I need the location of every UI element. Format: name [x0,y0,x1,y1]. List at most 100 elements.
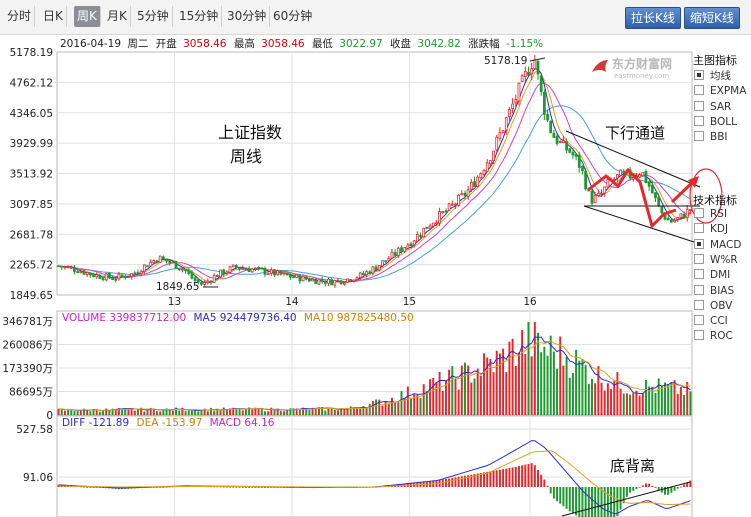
checkbox[interactable] [694,100,704,111]
checkbox[interactable] [694,131,704,142]
volume-bar [464,362,466,415]
macd-bar [552,487,555,499]
volume-bar [454,378,457,415]
info-date: 2016-04-19 [60,38,121,50]
tab-30min[interactable]: 30分钟 [224,6,271,27]
volume-bar [140,407,143,415]
checkbox[interactable] [694,238,704,249]
checkbox[interactable] [694,330,704,341]
candle-body [387,258,391,261]
macd-bar [537,469,539,487]
candle-body [571,152,575,156]
volume-bar [187,410,190,415]
tech-kdj[interactable]: KDJ [694,223,728,236]
candle-body [574,154,578,157]
checkbox[interactable] [694,253,704,264]
volume-bar [73,411,76,415]
tab-15min[interactable]: 15分钟 [176,6,223,27]
volume-bar [416,395,419,415]
macd-bar [610,487,613,517]
candle-body [616,174,619,179]
candle-body [231,264,235,268]
checkbox[interactable] [694,284,704,295]
candle-body [333,280,337,286]
volume-bar [203,408,206,415]
candle-body [384,260,387,263]
candle-body [254,267,257,270]
tab-monthly[interactable]: 月K [104,6,131,27]
candle-body [365,271,368,276]
candle-body [371,266,375,274]
candle-body [155,260,159,263]
tab-minute[interactable]: 分时 [4,6,36,27]
candle-body [685,208,689,219]
candle-body [393,252,397,256]
macd-bar [505,468,508,487]
macd-bar [483,472,486,487]
candle-body [657,196,661,206]
main-sar[interactable]: SAR [694,100,731,114]
volume-bar [168,408,171,415]
tech-roc[interactable]: ROC [694,330,733,343]
tech-cci[interactable]: CCI [694,315,728,328]
macd-bar [254,487,257,488]
macd-bar [549,487,552,494]
macd-bar [540,474,543,487]
price-tick-label: 2265.72 [10,260,53,272]
volume-bar [248,407,251,415]
candle-body [552,132,556,138]
tab-60min[interactable]: 60分钟 [273,9,313,23]
volume-bar [673,380,676,415]
candle-body [381,260,384,267]
macd-bar [454,477,457,487]
candle-body [196,279,200,283]
candle-body [295,274,299,278]
candle-body [444,210,448,213]
candle-body [523,71,527,77]
volume-bar [689,391,692,415]
tech-macd[interactable]: MACD [694,238,741,252]
checkbox[interactable] [694,223,704,234]
volume-bar [152,408,155,415]
tech-dmi[interactable]: DMI [694,269,730,282]
checkbox[interactable] [694,70,704,80]
checkbox[interactable] [694,115,704,126]
volume-tick-label: 86695万 [9,387,53,399]
tech-obv[interactable]: OBV [694,299,732,313]
volume-bar [651,386,654,415]
tech-bias[interactable]: BIAS [694,284,734,298]
checkbox[interactable] [694,208,704,218]
volume-bar [302,407,305,415]
volume-bar [365,408,368,415]
volume-bar [432,377,435,415]
volume-bar [492,372,495,415]
tab-5min[interactable]: 5分钟 [134,6,173,27]
volume-bar [251,409,254,415]
checkbox[interactable] [694,299,704,310]
candle-body [66,266,70,269]
axis-labels: 5178.19 4762.12 4346.05 3929.99 3513.92 3097.… [2,47,537,484]
tech-wpctr[interactable]: W%R [694,253,738,267]
main-boll[interactable]: BOLL [694,115,737,129]
candle-body [108,272,111,279]
volume-bar [470,382,473,415]
main-bbi[interactable]: BBI [694,131,728,144]
volume-bar [311,407,314,415]
candle-body [320,279,324,282]
tech-rsi[interactable]: RSI [694,208,727,221]
checkbox[interactable] [694,315,704,326]
candle-body [390,251,394,259]
macd-bar [473,474,476,487]
checkbox[interactable] [694,269,704,280]
volume-bar [279,410,282,415]
checkbox[interactable] [694,85,704,96]
main-[interactable]: 均线 [694,70,731,83]
legend-dea: DEA -153.97 [136,417,202,429]
candle-body [498,132,502,139]
zoom-out-button[interactable]: 缩短K线 [684,7,740,29]
volume-bar [260,408,263,415]
tab-daily[interactable]: 日K [40,6,67,27]
tab-weekly[interactable]: 周K [74,6,101,27]
zoom-in-button[interactable]: 拉长K线 [625,7,681,29]
main-expma[interactable]: EXPMA [694,85,746,98]
